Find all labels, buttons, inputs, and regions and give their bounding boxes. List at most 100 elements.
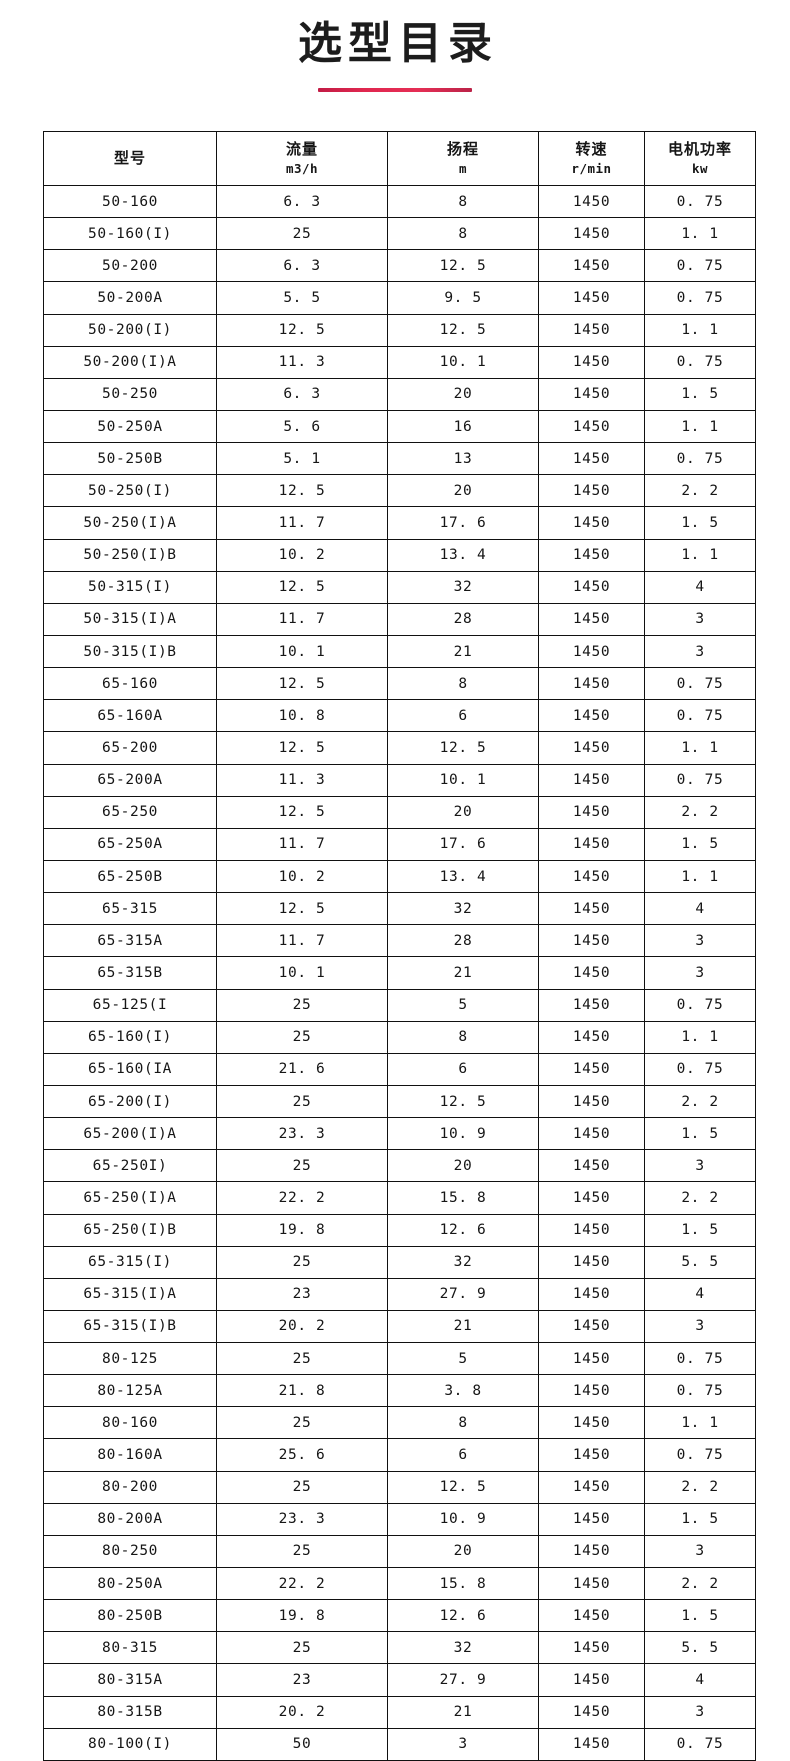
cell-speed: 1450	[538, 506, 645, 540]
cell-flow: 22. 2	[216, 1181, 388, 1215]
cell-model: 50-250(I)A	[43, 506, 217, 540]
cell-power: 3	[644, 924, 756, 958]
cell-speed: 1450	[538, 313, 645, 347]
cell-head: 21	[387, 1695, 539, 1729]
cell-flow: 10. 2	[216, 859, 388, 894]
table-row: 65-200(I)A 23. 3 10. 9 1450 1. 5	[43, 1117, 756, 1151]
cell-speed: 1450	[538, 763, 645, 797]
cell-head: 21	[387, 956, 539, 990]
cell-speed: 1450	[538, 1470, 645, 1504]
cell-model: 50-160	[43, 184, 217, 219]
cell-model: 65-200(I)	[43, 1084, 217, 1119]
cell-power: 5. 5	[644, 1245, 756, 1279]
cell-power: 1. 5	[644, 1117, 756, 1151]
column-header-flow: 流量 m3/h	[216, 131, 388, 186]
cell-flow: 6. 3	[216, 249, 388, 283]
cell-model: 65-315(I)	[43, 1245, 217, 1279]
cell-flow: 11. 7	[216, 506, 388, 540]
selection-catalog-table: 型号 流量 m3/h 扬程 m 转速 r/min 电机功率 kw	[43, 131, 756, 1761]
cell-head: 5	[387, 988, 539, 1022]
cell-speed: 1450	[538, 1117, 645, 1151]
cell-power: 0. 75	[644, 345, 756, 379]
cell-flow: 12. 5	[216, 570, 388, 604]
cell-speed: 1450	[538, 1502, 645, 1536]
cell-flow: 23. 3	[216, 1117, 388, 1151]
cell-power: 1. 5	[644, 1502, 756, 1536]
cell-power: 2. 2	[644, 795, 756, 829]
cell-head: 28	[387, 924, 539, 958]
cell-speed: 1450	[538, 474, 645, 508]
table-row: 80-250A 22. 2 15. 8 1450 2. 2	[43, 1567, 756, 1601]
table-row: 80-160 25 8 1450 1. 1	[43, 1406, 756, 1440]
cell-flow: 25	[216, 1470, 388, 1504]
cell-power: 0. 75	[644, 763, 756, 797]
cell-flow: 11. 3	[216, 763, 388, 797]
cell-speed: 1450	[538, 184, 645, 219]
table-row: 50-250B 5. 1 13 1450 0. 75	[43, 442, 756, 476]
cell-power: 1. 1	[644, 1020, 756, 1054]
cell-flow: 25	[216, 217, 388, 251]
cell-head: 15. 8	[387, 1567, 539, 1601]
cell-power: 3	[644, 602, 756, 636]
cell-flow: 12. 5	[216, 667, 388, 701]
cell-head: 12. 5	[387, 1470, 539, 1504]
cell-flow: 11. 7	[216, 827, 388, 861]
cell-power: 1. 5	[644, 827, 756, 861]
cell-head: 13. 4	[387, 859, 539, 894]
cell-power: 1. 1	[644, 1406, 756, 1440]
cell-model: 50-200A	[43, 281, 217, 315]
cell-speed: 1450	[538, 377, 645, 411]
cell-speed: 1450	[538, 570, 645, 604]
cell-model: 80-315B	[43, 1695, 217, 1729]
table-row: 65-315 12. 5 32 1450 4	[43, 892, 756, 926]
cell-head: 20	[387, 1534, 539, 1569]
cell-speed: 1450	[538, 892, 645, 926]
cell-model: 50-200	[43, 249, 217, 283]
cell-model: 50-200(I)	[43, 313, 217, 347]
cell-speed: 1450	[538, 1149, 645, 1183]
table-row: 65-250 12. 5 20 1450 2. 2	[43, 795, 756, 829]
column-header-model: 型号	[43, 131, 217, 186]
cell-model: 65-200A	[43, 763, 217, 797]
cell-head: 32	[387, 892, 539, 926]
cell-flow: 10. 2	[216, 538, 388, 572]
cell-head: 32	[387, 1245, 539, 1279]
cell-model: 80-160A	[43, 1438, 217, 1472]
cell-model: 80-160	[43, 1406, 217, 1440]
cell-power: 2. 2	[644, 1470, 756, 1504]
cell-flow: 6. 3	[216, 184, 388, 219]
cell-power: 0. 75	[644, 249, 756, 283]
column-header-flow-unit: m3/h	[285, 161, 319, 177]
table-row: 80-315A 23 27. 9 1450 4	[43, 1663, 756, 1697]
cell-power: 0. 75	[644, 1374, 756, 1408]
cell-flow: 10. 1	[216, 956, 388, 990]
cell-power: 1. 5	[644, 1599, 756, 1633]
cell-flow: 5. 1	[216, 442, 388, 476]
table-row: 80-200 25 12. 5 1450 2. 2	[43, 1470, 756, 1504]
cell-speed: 1450	[538, 217, 645, 251]
cell-power: 1. 1	[644, 313, 756, 347]
cell-head: 13. 4	[387, 538, 539, 572]
cell-head: 20	[387, 474, 539, 508]
cell-model: 65-315	[43, 892, 217, 926]
cell-model: 65-315(I)B	[43, 1309, 217, 1344]
cell-head: 21	[387, 1309, 539, 1344]
cell-power: 3	[644, 1309, 756, 1344]
cell-model: 80-315A	[43, 1663, 217, 1697]
table-row: 65-250I) 25 20 1450 3	[43, 1149, 756, 1183]
cell-model: 80-200A	[43, 1502, 217, 1536]
table-row: 65-200A 11. 3 10. 1 1450 0. 75	[43, 763, 756, 797]
cell-flow: 12. 5	[216, 474, 388, 508]
page-title: 选型目录	[298, 18, 498, 69]
cell-flow: 19. 8	[216, 1599, 388, 1633]
cell-head: 8	[387, 1406, 539, 1440]
cell-head: 20	[387, 795, 539, 829]
table-row: 65-315A 11. 7 28 1450 3	[43, 924, 756, 958]
cell-head: 28	[387, 602, 539, 636]
cell-head: 20	[387, 1149, 539, 1183]
column-header-head-main: 扬程	[446, 139, 479, 158]
cell-power: 4	[644, 1663, 756, 1697]
cell-speed: 1450	[538, 1631, 645, 1665]
cell-speed: 1450	[538, 1052, 645, 1086]
cell-model: 65-315B	[43, 956, 217, 990]
